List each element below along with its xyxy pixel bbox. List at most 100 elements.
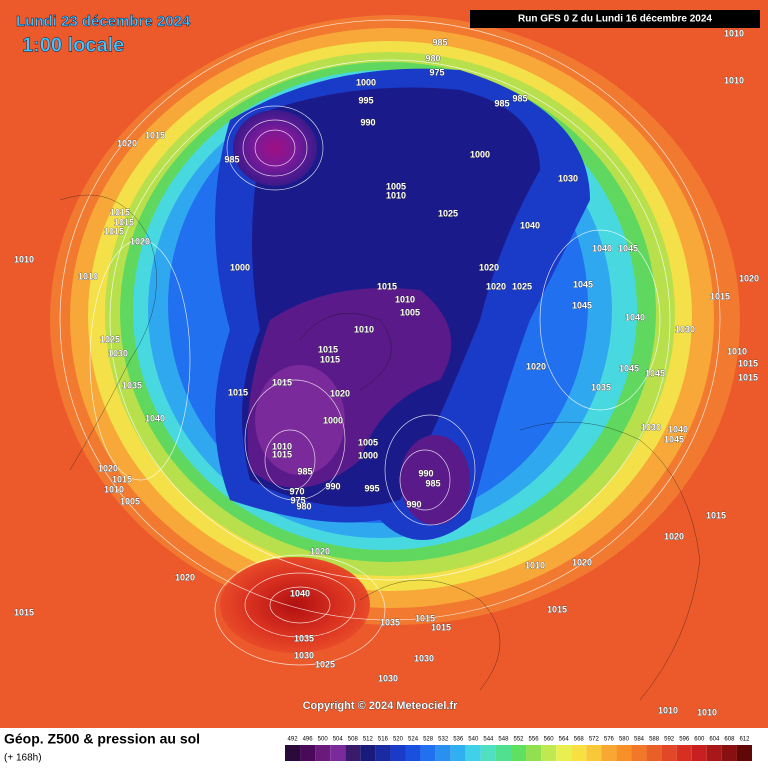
colorbar-label: 492 [288,737,299,743]
colorbar-cell [510,745,527,761]
isobar-label: 1030 [108,348,128,358]
isobar-label: 990 [406,499,421,509]
colorbar-cell [480,745,496,761]
colorbar-cell [495,745,511,761]
isobar-label: 1010 [78,271,98,281]
colorbar-cell [631,745,647,761]
colorbar-cell [390,745,406,761]
colorbar-label: 516 [378,737,389,743]
colorbar-label: 560 [544,737,555,743]
isobar-label: 1010 [395,294,415,304]
isobar-label: 1005 [400,307,420,317]
isobar-label: 1020 [98,463,118,473]
isobar-label: 1015 [320,354,340,364]
colorbar-cell [556,745,572,761]
isobar-label: 1020 [330,388,350,398]
isobar-label: 1045 [645,368,665,378]
isobar-label: 1015 [114,217,134,227]
colorbar-cell [450,745,466,761]
isobar-label: 1045 [572,300,592,310]
isobar-label: 990 [418,468,433,478]
isobar-label: 1010 [272,441,292,451]
colorbar-cell [706,745,722,761]
isobar-label: 990 [325,481,340,491]
isobar-label: 1015 [112,474,132,484]
colorbar-cell [646,745,662,761]
isobar-label: 1030 [378,673,398,683]
colorbar-cell [691,745,707,761]
run-box [470,10,760,28]
colorbar-cell [360,745,376,761]
colorbar-label: 532 [438,737,449,743]
colorbar-label: 568 [574,737,585,743]
colorbar-label: 540 [468,737,479,743]
coastlines [59,194,701,701]
colorbar-label: 544 [483,737,494,743]
isobar-label: 1010 [525,560,545,570]
isobar-label: 990 [360,117,375,127]
isobar-label: 975 [429,67,444,77]
isobar-label: 1010 [727,346,747,356]
colorbar-cell [661,745,677,761]
colorbar-label: 576 [604,737,615,743]
isobar-label: 1030 [558,173,578,183]
isobar-label: 1015 [710,291,730,301]
isobar-label: 1035 [380,617,400,627]
isobar-label: 1010 [658,705,678,715]
isobar-label: 1020 [739,273,759,283]
colorbar-label: 520 [393,737,404,743]
isobar-label: 985 [494,98,509,108]
colorbar-cell [616,745,632,761]
colorbar-cell [375,745,391,761]
isobar-label: 1035 [591,382,611,392]
colorbar-label: 580 [619,737,630,743]
isobar-label: 1045 [664,434,684,444]
colorbar-cell [420,745,436,761]
isobar-label: 975 [290,495,305,505]
isobar-label: 1025 [438,208,458,218]
isobar-label: 1015 [377,281,397,291]
colorbar-label: 504 [333,737,344,743]
colorbar-label: 536 [453,737,464,743]
isobar-label: 1045 [618,243,638,253]
copyright: Copyright © 2024 Meteociel.fr [303,700,459,712]
isobar-label: 1030 [294,650,314,660]
isobar-label: 1015 [431,622,451,632]
colorbar-cell [541,745,557,761]
footer-title: Géop. Z500 & pression au sol [4,731,200,747]
isobar-label: 1000 [356,77,376,87]
colorbar-cell [345,745,361,761]
isobar-label: 1020 [572,557,592,567]
isobar-label: 1010 [14,254,34,264]
isobar-label: 1015 [14,607,34,617]
isobar-label: 1000 [470,149,490,159]
colorbar-cell [601,745,617,761]
isobar-label: 1015 [318,344,338,354]
isobar-label: 1015 [415,613,435,623]
colorbar-label: 556 [529,737,540,743]
isobar-label: 1010 [104,484,124,494]
low-centre [233,110,317,186]
colorbar-label: 508 [348,737,359,743]
isobar-label: 1000 [358,450,378,460]
isobars [59,19,721,666]
isobar-label: 1020 [486,281,506,291]
isobar-label: 1005 [386,181,406,191]
colorbar-cell [435,745,451,761]
colorbar-label: 612 [739,737,750,743]
colorbar-cell [571,745,587,761]
colorbar-cell [465,745,481,761]
colorbar-label: 548 [498,737,509,743]
isobar-label: 1015 [272,377,292,387]
isobar-label: 985 [512,93,527,103]
isobar-label: 1015 [110,207,130,217]
colorbar-label: 584 [634,737,645,743]
band [400,435,470,525]
isobar-label: 1020 [117,138,137,148]
isobar-label: 1040 [592,243,612,253]
isobar-label: 995 [358,95,373,105]
isobar-label: 970 [289,486,304,496]
band [255,365,345,475]
colorbar-label: 588 [649,737,660,743]
